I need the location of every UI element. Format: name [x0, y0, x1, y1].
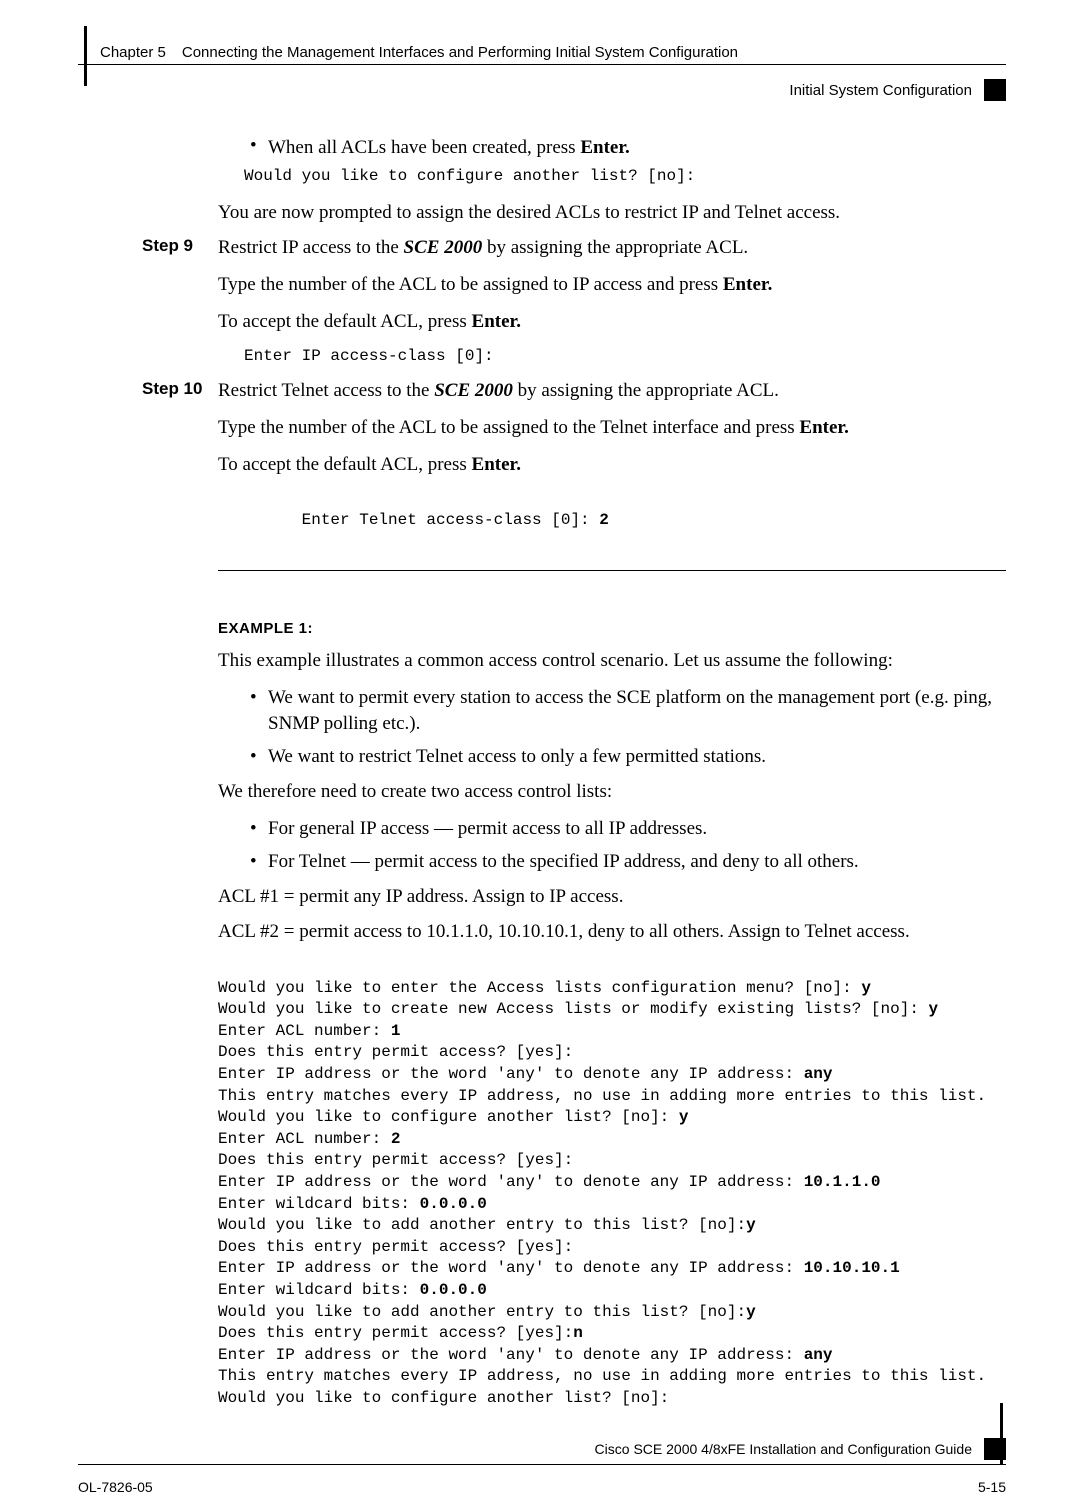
page-number: 5-15 — [978, 1479, 1006, 1495]
step-9-line3: To accept the default ACL, press Enter. — [142, 309, 1006, 334]
example-bullets-1: We want to permit every station to acces… — [142, 685, 1006, 768]
body-content: • When all ACLs have been created, press… — [78, 101, 1006, 1410]
footer-guide-row: Cisco SCE 2000 4/8xFE Installation and C… — [78, 1438, 1006, 1465]
example-b4: For Telnet — permit access to the specif… — [250, 849, 1006, 874]
step-10-body: Restrict Telnet access to the SCE 2000 b… — [218, 378, 1006, 403]
step-9-label: Step 9 — [142, 235, 218, 257]
bullet-dot: • — [250, 135, 268, 160]
doc-id: OL-7826-05 — [78, 1479, 153, 1495]
step-10-label: Step 10 — [142, 378, 218, 400]
example-b3: For general IP access — permit access to… — [250, 816, 1006, 841]
chapter-number: Chapter 5 — [100, 44, 166, 61]
section-title: Initial System Configuration — [789, 82, 972, 99]
example-b1: We want to permit every station to acces… — [250, 685, 1006, 735]
example-p3: ACL #1 = permit any IP address. Assign t… — [142, 884, 1006, 909]
step-9-code: Enter IP access-class [0]: — [142, 346, 1006, 368]
prompt-note: You are now prompted to assign the desir… — [142, 200, 1006, 225]
footer-row: OL-7826-05 5-15 — [78, 1479, 1006, 1495]
guide-title: Cisco SCE 2000 4/8xFE Installation and C… — [595, 1441, 972, 1457]
terminal-block: Would you like to enter the Access lists… — [142, 956, 1006, 1409]
example-p4: ACL #2 = permit access to 10.1.1.0, 10.1… — [142, 919, 1006, 944]
step-9-line2: Type the number of the ACL to be assigne… — [142, 272, 1006, 297]
chapter-title: Connecting the Management Interfaces and… — [182, 44, 738, 61]
example-p2: We therefore need to create two access c… — [142, 779, 1006, 804]
page-container: Chapter 5 Connecting the Management Inte… — [78, 26, 1006, 1495]
header-marker — [984, 79, 1006, 101]
example-bullets-2: For general IP access — permit access to… — [142, 816, 1006, 874]
divider — [218, 570, 1006, 571]
step-10-code: Enter Telnet access-class [0]: 2 — [142, 489, 1006, 554]
example-p1: This example illustrates a common access… — [142, 648, 1006, 673]
bullet-text: When all ACLs have been created, press E… — [268, 135, 630, 160]
step-9-body: Restrict IP access to the SCE 2000 by as… — [218, 235, 1006, 260]
footer-rule — [1000, 1403, 1003, 1465]
step-10-line2: Type the number of the ACL to be assigne… — [142, 415, 1006, 440]
step-10: Step 10 Restrict Telnet access to the SC… — [142, 378, 1006, 403]
running-header: Chapter 5 Connecting the Management Inte… — [78, 26, 1006, 65]
step-9: Step 9 Restrict IP access to the SCE 200… — [142, 235, 1006, 260]
code-prompt-1: Would you like to configure another list… — [142, 166, 1006, 188]
intro-bullet: • When all ACLs have been created, press… — [142, 135, 1006, 160]
example-heading: EXAMPLE 1: — [142, 619, 1006, 639]
example-b2: We want to restrict Telnet access to onl… — [250, 744, 1006, 769]
section-header: Initial System Configuration — [78, 79, 1006, 101]
step-10-line3: To accept the default ACL, press Enter. — [142, 452, 1006, 477]
